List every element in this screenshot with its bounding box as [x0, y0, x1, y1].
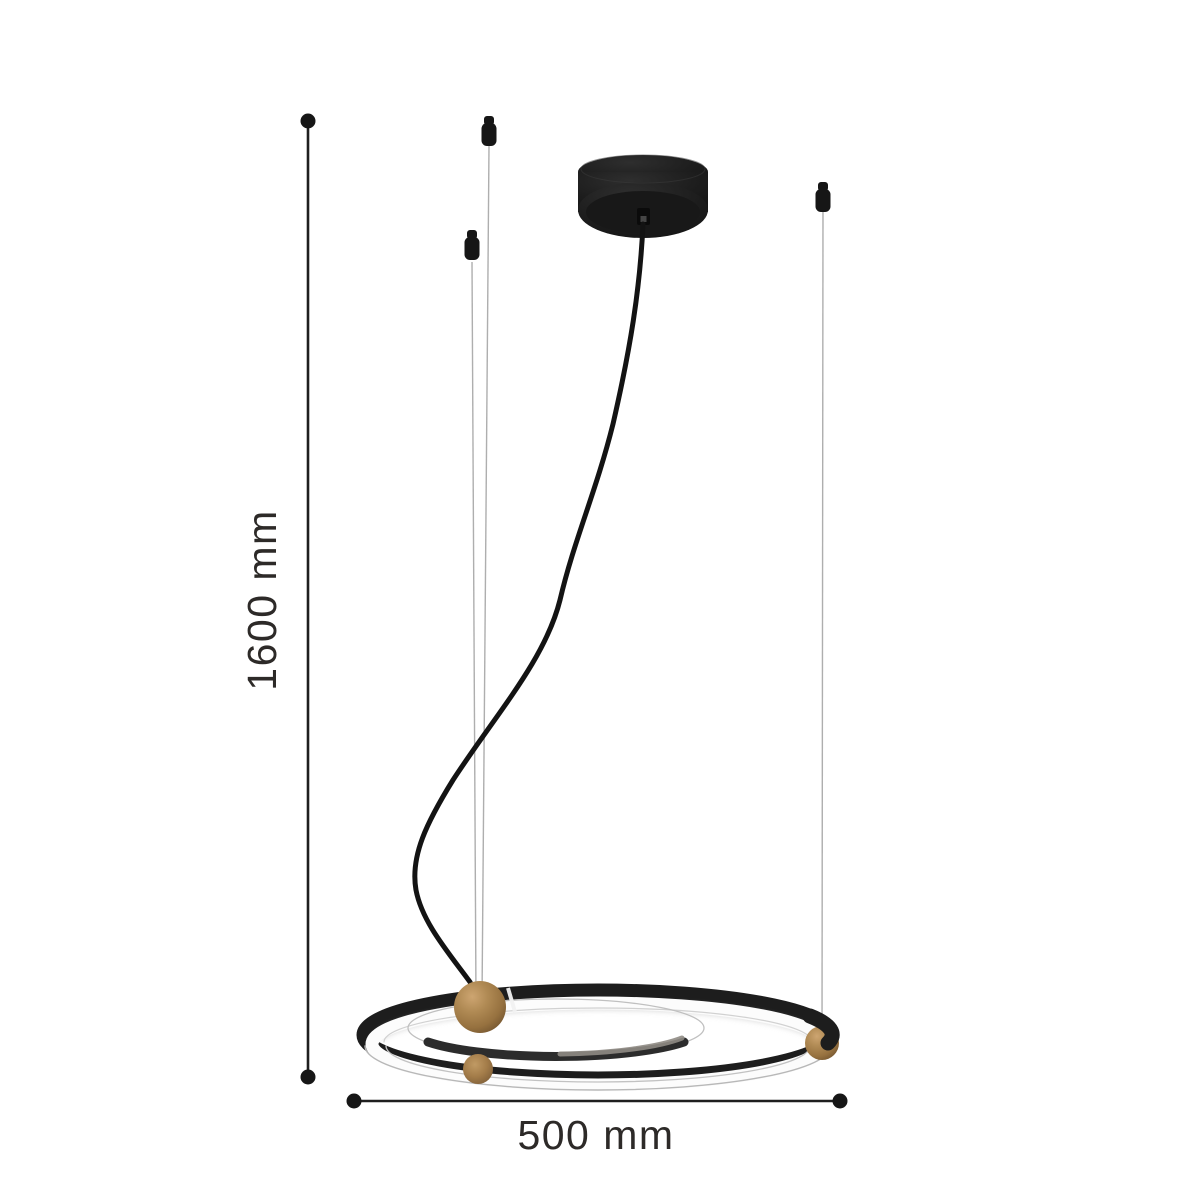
suspension-wire-middle	[471, 261, 477, 1001]
height-dimension: 1600 mm	[239, 113, 316, 1085]
wire-grip-middle-body	[464, 237, 480, 260]
wire-grip-right-body	[815, 189, 831, 212]
height-dimension-endpoint-top	[300, 113, 316, 129]
width-dimension: 500 mm	[346, 1093, 848, 1158]
ring-notch-gap	[506, 987, 517, 1013]
wire-grip-left	[481, 116, 497, 146]
wire-grip-middle	[464, 230, 480, 260]
wire-grip-left-cap	[484, 116, 494, 125]
brass-sphere-small	[463, 1054, 493, 1084]
wire-grip-left-body	[481, 123, 497, 146]
wire-grip-middle-cap	[467, 230, 477, 239]
led-light-ring	[356, 981, 840, 1092]
wire-grip-right	[815, 182, 831, 212]
inner-ring-top-face	[557, 1035, 685, 1057]
width-dimension-endpoint-right	[832, 1093, 848, 1109]
ceiling-canopy	[578, 154, 708, 238]
width-dimension-endpoint-left	[346, 1093, 362, 1109]
ring-band-end-over-sphere	[802, 1008, 840, 1051]
ring-outer-near-edge	[364, 1045, 832, 1091]
width-dimension-label: 500 mm	[517, 1112, 674, 1158]
wire-grip-right-cap	[818, 182, 828, 191]
suspension-wire-right	[821, 207, 824, 1041]
canopy-gland-detail	[640, 216, 647, 222]
height-dimension-label: 1600 mm	[239, 509, 285, 690]
suspension-wire-left	[481, 145, 490, 1001]
brass-sphere-large	[454, 981, 506, 1033]
suspension-wires	[471, 145, 824, 1041]
inner-ring-band	[423, 1037, 689, 1061]
ring-inner-near-edge	[385, 1045, 811, 1083]
height-dimension-endpoint-bottom	[300, 1069, 316, 1085]
power-cable	[412, 221, 646, 997]
canopy-rim-highlight	[580, 154, 706, 184]
